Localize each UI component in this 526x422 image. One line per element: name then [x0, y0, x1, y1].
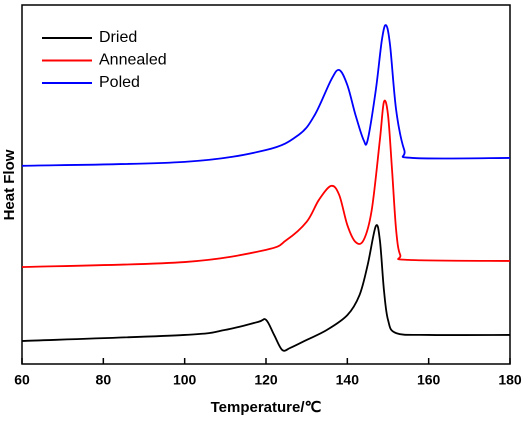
legend-label: Dried: [99, 29, 137, 46]
line: [21, 99, 511, 268]
plot-frame: [21, 4, 511, 365]
x-tick-label: 180: [498, 372, 522, 388]
legend-label: Annealed: [99, 52, 167, 69]
line: [21, 224, 511, 352]
line: [21, 24, 511, 167]
x-tick-label: 100: [173, 372, 197, 388]
x-tick-label: 120: [254, 372, 278, 388]
x-tick-label: 80: [96, 372, 112, 388]
x-axis-title: Temperature/℃: [211, 399, 322, 416]
x-tick-label: 160: [417, 372, 441, 388]
x-tick-label: 60: [14, 372, 30, 388]
y-axis-title: Heat Flow: [1, 149, 18, 220]
legend-label: Poled: [99, 74, 140, 91]
x-tick-label: 140: [336, 372, 360, 388]
